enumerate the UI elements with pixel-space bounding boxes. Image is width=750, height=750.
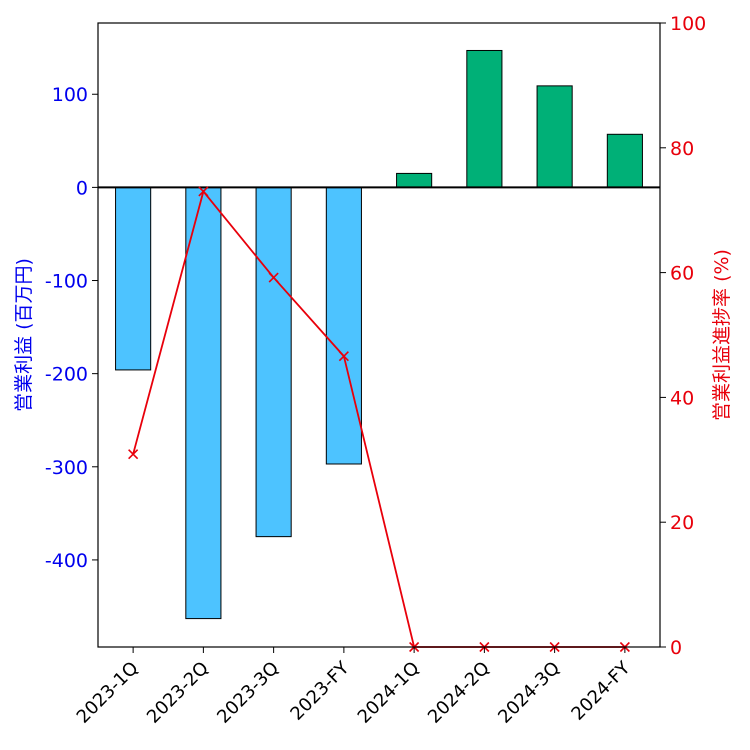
right-y-axis: 0 20 40 60 80 100 (660, 13, 706, 659)
right-tick-label: 20 (670, 512, 694, 534)
marker-2023-1Q (128, 449, 139, 460)
bar-2024-2Q (466, 49, 503, 188)
bar-2023-2Q (185, 186, 222, 620)
x-tick-label: 2024-2Q (424, 658, 494, 728)
bar-2023-FY (325, 186, 362, 465)
x-tick-label: 2024-1Q (354, 658, 424, 728)
right-tick-label: 100 (670, 13, 706, 35)
bar-2023-3Q (255, 186, 292, 538)
left-tick-label: 0 (76, 177, 88, 199)
plot-area (98, 23, 660, 647)
right-tick-label: 0 (670, 637, 682, 659)
left-axis-title: 営業利益 (百万円) (13, 258, 35, 412)
bar-2024-1Q (396, 172, 433, 188)
x-tick-label: 2024-FY (567, 657, 635, 725)
x-axis: 2023-1Q 2023-2Q 2023-3Q 2023-FY 2024-1Q 2024-… (73, 647, 635, 728)
x-tick-label: 2023-1Q (73, 658, 143, 728)
bar-2024-3Q (536, 85, 573, 188)
marker-2023-3Q (268, 272, 279, 283)
left-tick-label: -200 (45, 364, 88, 386)
x-tick-label: 2023-3Q (213, 658, 283, 728)
left-y-axis: 100 0 -100 -200 -300 -400 (45, 84, 98, 572)
plot-background (98, 23, 660, 647)
left-tick-label: -300 (45, 457, 88, 479)
marker-2023-2Q (198, 186, 209, 197)
left-tick-label: -400 (45, 550, 88, 572)
left-tick-label: 100 (52, 84, 88, 106)
x-tick-label: 2023-FY (286, 657, 354, 725)
right-tick-label: 80 (670, 138, 694, 160)
right-tick-label: 60 (670, 263, 694, 285)
marker-2023-FY (338, 351, 349, 362)
x-tick-label: 2023-2Q (143, 658, 213, 728)
plot-frame (97, 22, 661, 648)
right-tick-label: 40 (670, 387, 694, 409)
bar-2023-1Q (115, 186, 152, 371)
plot-border (97, 22, 661, 648)
left-tick-label: -100 (45, 271, 88, 293)
x-tick-label: 2024-3Q (494, 658, 564, 728)
bar-2024-FY (606, 133, 643, 188)
right-axis-title: 営業利益進捗率 (%) (711, 249, 733, 421)
